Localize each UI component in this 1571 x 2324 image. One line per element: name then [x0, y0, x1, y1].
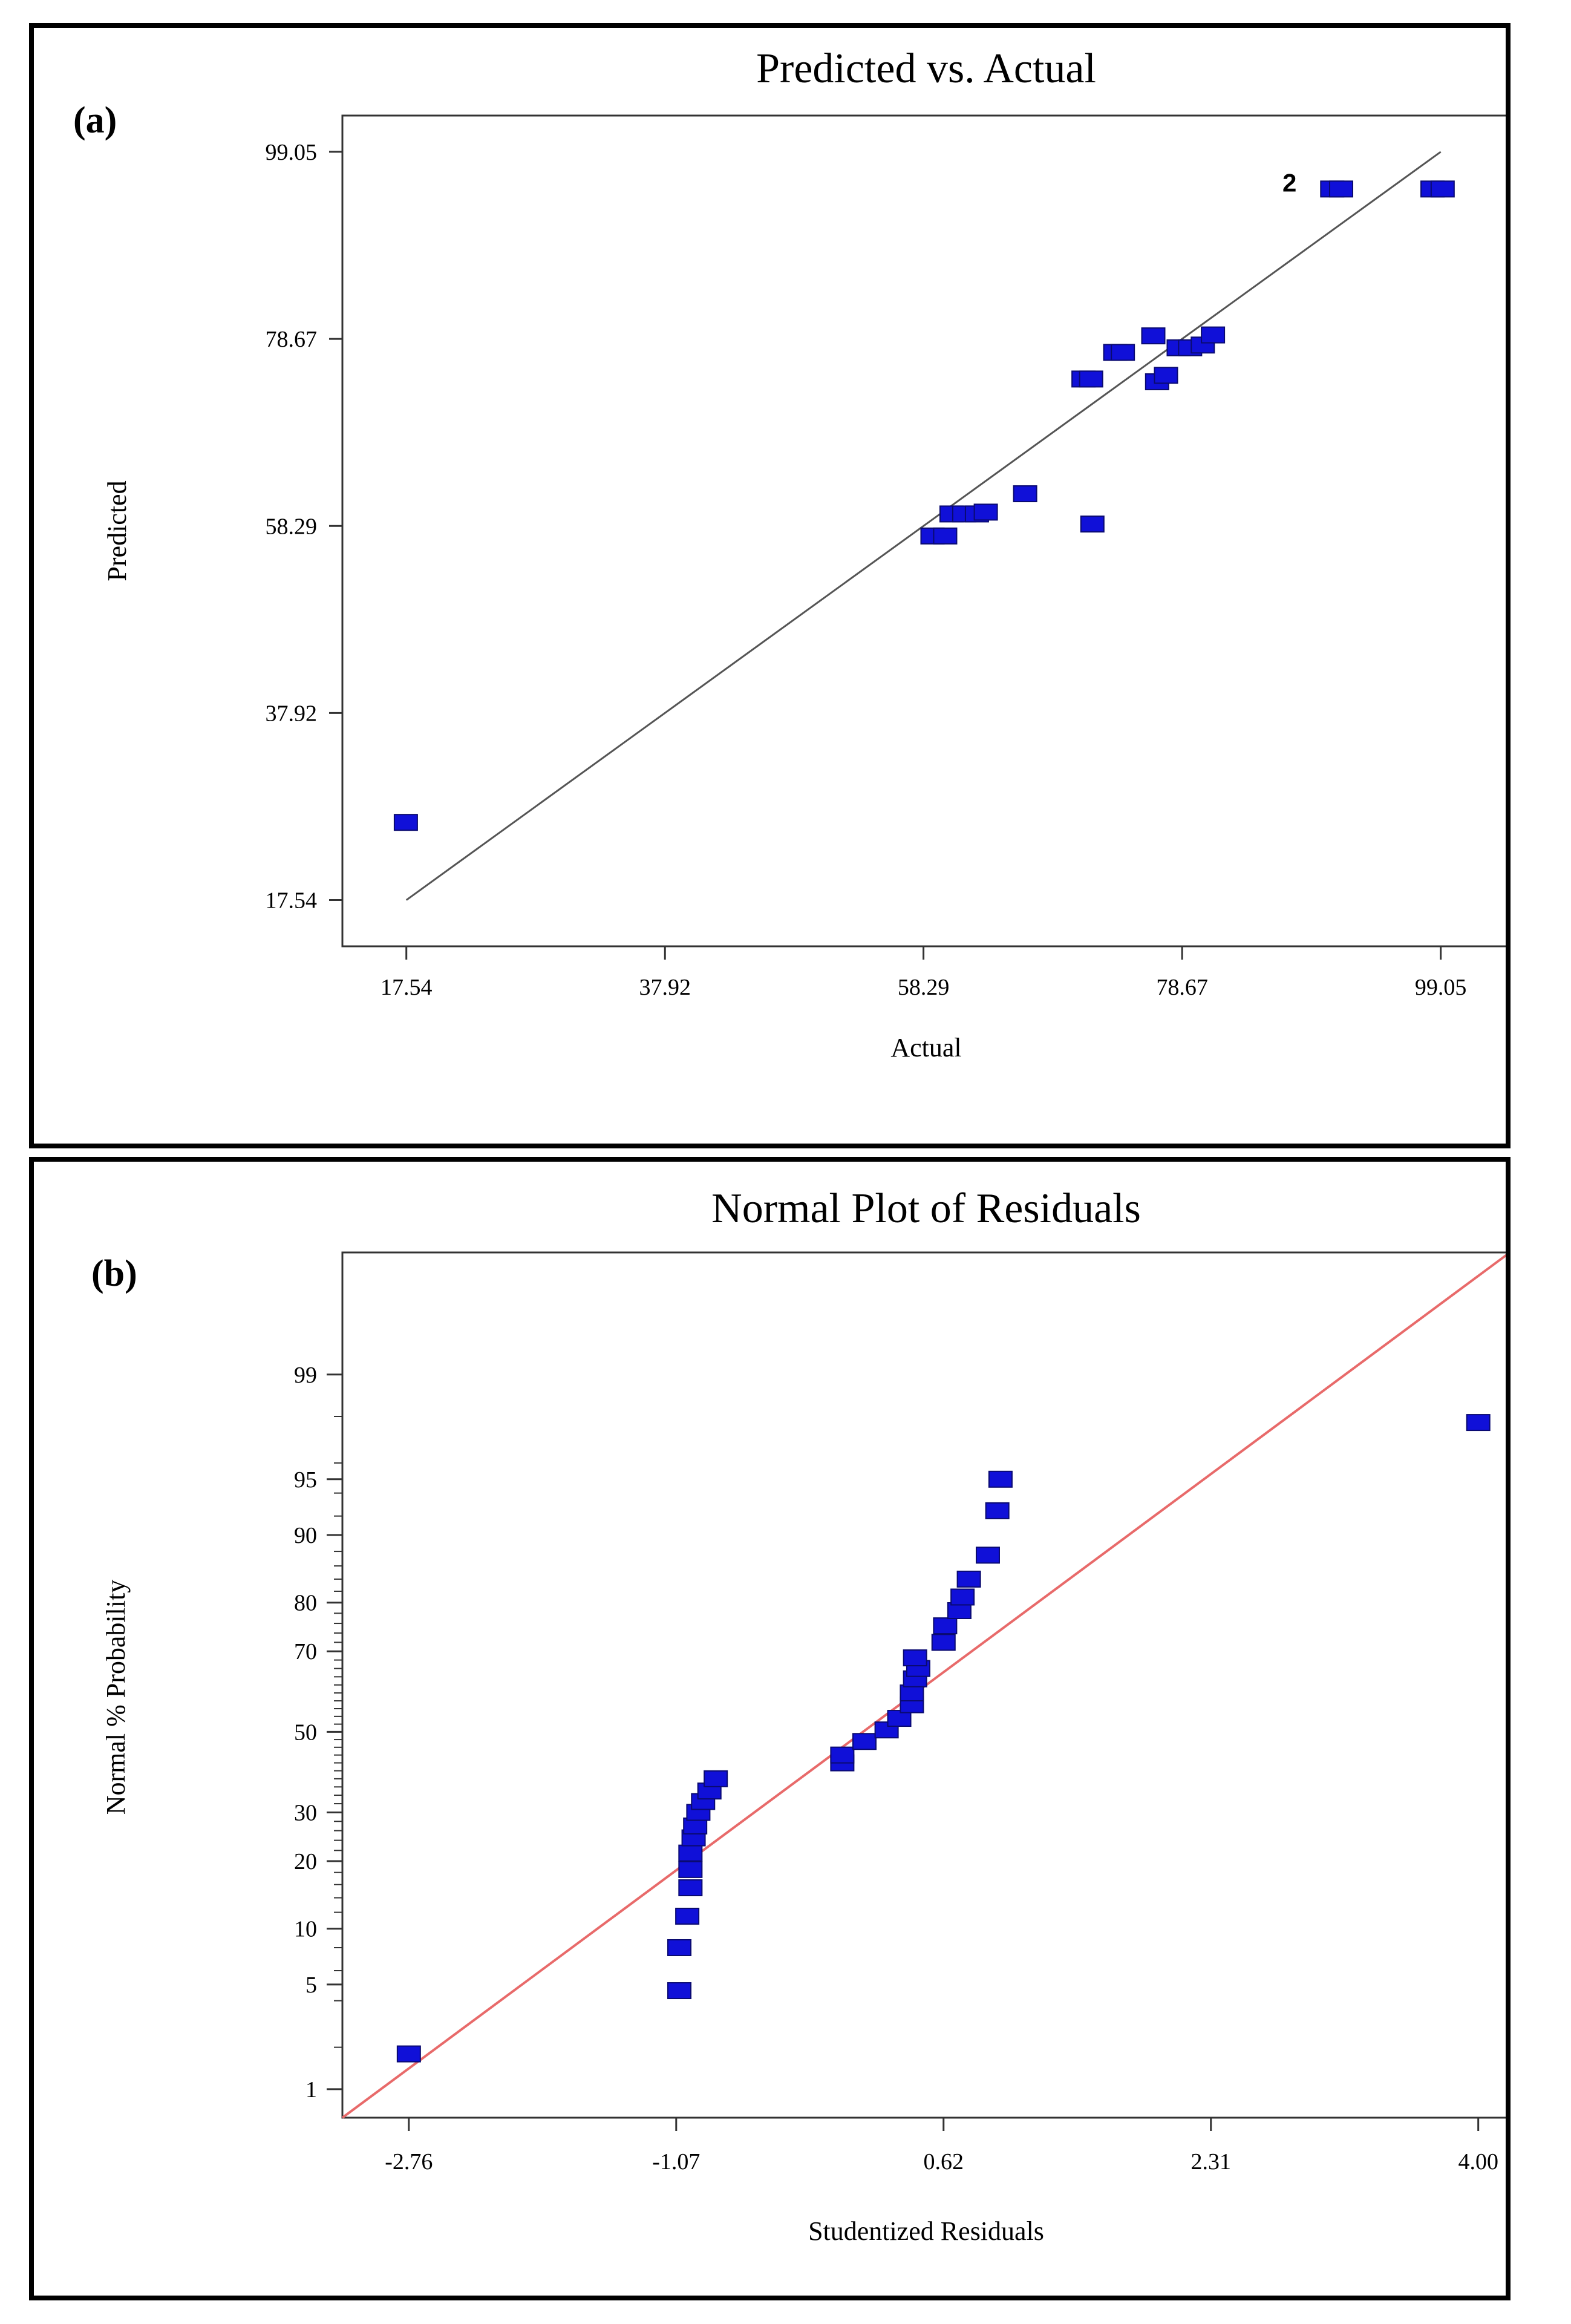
- y-tick-label: 20: [294, 1849, 317, 1874]
- x-axis-label: Actual: [890, 1033, 961, 1062]
- y-tick-label: 5: [305, 1972, 317, 1998]
- panel-a-label: (a): [73, 100, 117, 141]
- data-point: [903, 1649, 927, 1667]
- data-point: [675, 1908, 700, 1925]
- y-tick-label: 95: [294, 1467, 317, 1493]
- x-tick-label: 37.92: [639, 975, 691, 1000]
- chart-title: Predicted vs. Actual: [756, 45, 1096, 92]
- y-tick-label: 37.92: [266, 701, 318, 726]
- data-point: [933, 527, 958, 545]
- data-point: [874, 1721, 899, 1739]
- y-tick-label: 1: [305, 2077, 317, 2103]
- data-point: [1154, 367, 1178, 384]
- panel-b: (b) Normal Plot of Residuals 1 5 10 20 30 50 70…: [29, 1157, 1511, 2300]
- x-tick-label: 0.62: [924, 2149, 964, 2175]
- data-point: [393, 814, 418, 831]
- x-tick-label: 78.67: [1156, 975, 1208, 1000]
- data-point: [852, 1733, 877, 1750]
- data-point: [931, 1634, 956, 1651]
- data-point: [1328, 180, 1353, 198]
- data-point: [396, 2045, 421, 2063]
- data-point: [678, 1844, 703, 1862]
- y-tick-label: 99.05: [266, 140, 318, 165]
- data-point: [1079, 370, 1103, 388]
- data-point: [830, 1746, 855, 1764]
- reference-line: [405, 151, 1442, 901]
- data-point: [956, 1570, 981, 1588]
- data-point: [1466, 1414, 1491, 1432]
- y-axis-label: Normal % Probability: [101, 1580, 131, 1815]
- y-tick-label: 50: [294, 1720, 317, 1745]
- y-tick-label: 58.29: [266, 514, 318, 539]
- y-tick-label: 30: [294, 1800, 317, 1825]
- data-point: [985, 1502, 1010, 1519]
- x-tick-label: -1.07: [652, 2149, 700, 2175]
- data-point: [667, 1939, 692, 1956]
- x-tick-label: 17.54: [381, 975, 433, 1000]
- x-tick-label: 99.05: [1415, 975, 1467, 1000]
- y-tick-label: 17.54: [266, 888, 318, 914]
- x-tick-label: 4.00: [1458, 2149, 1498, 2175]
- data-point: [973, 503, 998, 521]
- y-tick-label: 99: [294, 1363, 317, 1388]
- x-axis-label: Studentized Residuals: [808, 2216, 1044, 2246]
- point-annotation: 2: [1282, 168, 1296, 197]
- data-point: [1080, 516, 1105, 533]
- data-point: [1141, 327, 1166, 345]
- data-point: [1201, 326, 1226, 344]
- data-point: [1111, 344, 1135, 361]
- x-tick-label: 58.29: [898, 975, 950, 1000]
- y-tick-label: 70: [294, 1639, 317, 1664]
- data-point: [1013, 485, 1037, 503]
- data-point: [704, 1770, 728, 1787]
- y-axis-label: Predicted: [102, 480, 132, 581]
- data-point: [975, 1547, 1000, 1564]
- y-tick-label: 78.67: [266, 327, 318, 352]
- panel-b-label: (b): [91, 1253, 137, 1294]
- plot-frame: [341, 114, 1506, 948]
- x-tick-label: 2.31: [1190, 2149, 1231, 2175]
- data-point: [678, 1861, 703, 1878]
- data-point: [1430, 180, 1455, 198]
- y-tick-label: 90: [294, 1523, 317, 1548]
- data-point: [667, 1982, 692, 2000]
- data-point: [933, 1617, 958, 1635]
- panel-a: (a) Predicted vs. Actual 17.54 37.92 58.29 7…: [29, 23, 1511, 1148]
- y-tick-label: 10: [294, 1917, 317, 1942]
- data-point: [900, 1684, 924, 1702]
- x-tick-label: -2.76: [385, 2149, 433, 2175]
- data-point: [678, 1879, 703, 1897]
- data-point: [950, 1588, 975, 1606]
- data-point: [988, 1470, 1013, 1488]
- predicted-vs-actual-chart: Predicted vs. Actual 17.54 37.92 58.29 78.67…: [102, 45, 1506, 1062]
- y-tick-label: 80: [294, 1591, 317, 1616]
- normal-plot-of-residuals-chart: Normal Plot of Residuals 1 5 10 20 30 50 70 80 90…: [101, 1185, 1506, 2246]
- chart-title: Normal Plot of Residuals: [711, 1185, 1141, 1232]
